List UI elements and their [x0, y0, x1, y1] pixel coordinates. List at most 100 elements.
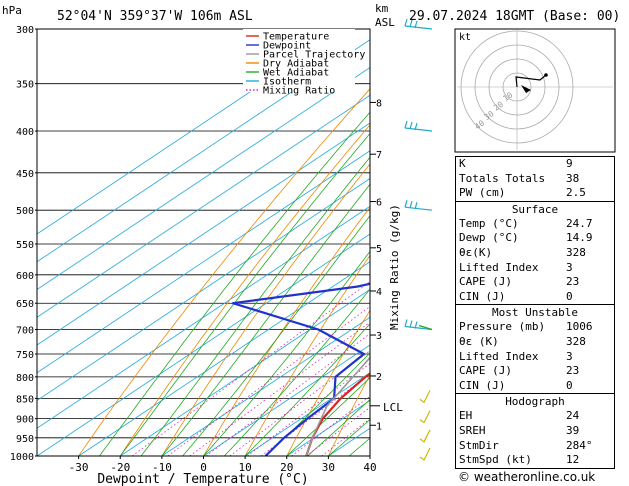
- pressure-tick-label: 850: [16, 394, 34, 405]
- surface-title: Surface: [511, 202, 559, 216]
- pressure-tick-label: 350: [16, 80, 34, 91]
- temperature-tick-label: -20: [110, 461, 130, 474]
- sounding-indices-panel: K 9 Totals Totals 38 PW (cm) 2.5 Surface Temp…: [455, 156, 615, 469]
- index-value: 38: [566, 171, 580, 185]
- isotherm-line: [78, 261, 370, 456]
- temperature-tick-label: -10: [152, 461, 172, 474]
- wind-barb: [404, 25, 433, 30]
- isotherm-line: [37, 94, 370, 318]
- hodograph-stat-value: 12: [566, 453, 580, 467]
- series-parcel-trajectory: [305, 356, 370, 456]
- surface-box: Surface Temp (°C) 24.7 Dewp (°C) 14.9 θε(K) 3…: [455, 201, 615, 306]
- dry-adiabat-line: [328, 374, 370, 456]
- mixing-ratio-label: 3: [441, 264, 446, 273]
- most-unstable-row: Lifted Index 3: [456, 350, 614, 365]
- isotherm-line: [37, 29, 345, 235]
- mixing-ratio-label: 2: [420, 264, 425, 273]
- pressure-tick-label: 600: [16, 271, 34, 282]
- most-unstable-value: 328: [566, 334, 586, 348]
- dry-adiabat-line: [203, 206, 370, 456]
- pressure-tick-label: 750: [16, 350, 34, 361]
- isotherm-line: [37, 233, 370, 456]
- mixing-ratio-line-8: [247, 362, 370, 456]
- mixing-ratio-line-16: [291, 395, 370, 456]
- temperature-tick-label: 20: [280, 461, 293, 474]
- most-unstable-value: 23: [566, 364, 580, 378]
- mixing-ratio-axis-label: Mixing Ratio (g/kg): [388, 204, 401, 330]
- mixing-ratio-line-1: [131, 281, 370, 456]
- most-unstable-label: CIN (J): [459, 378, 506, 392]
- pressure-tick-label: 300: [16, 25, 34, 36]
- surface-label: CAPE (J): [459, 275, 512, 289]
- wet-adiabat-line: [307, 399, 370, 456]
- index-label: PW (cm): [459, 186, 506, 200]
- most-unstable-value: 0: [566, 378, 573, 392]
- pressure-tick-label: 650: [16, 299, 34, 310]
- skewt-axes: 3003504004505005506006507007508008509009…: [10, 25, 382, 474]
- hodograph-stat-label: StmSpd (kt): [459, 453, 532, 467]
- temperature-tick-label: 40: [363, 461, 376, 474]
- legend-item-mixing-ratio: Mixing Ratio: [263, 86, 335, 97]
- wet-adiabat-line: [182, 214, 370, 456]
- wind-barb: [419, 410, 431, 424]
- isotherm-line: [203, 344, 370, 456]
- most-unstable-label: Lifted Index: [459, 349, 539, 363]
- wind-barb-flag: [404, 319, 418, 329]
- surface-value: 0: [566, 289, 573, 303]
- hodograph-stats-box: Hodograph EH 24 SREH 39 StmDir 284° StmSpd (kt…: [455, 394, 615, 469]
- index-row: PW (cm) 2.5: [456, 186, 614, 201]
- legend-item-dewpoint: Dewpoint: [263, 41, 311, 52]
- hodograph-stat-value: 24: [566, 409, 580, 423]
- surface-row: Temp (°C) 24.7: [456, 217, 614, 232]
- temperature-tick-label: 30: [322, 461, 335, 474]
- most-unstable-title: Most Unstable: [491, 306, 579, 320]
- dry-adiabat-line: [78, 88, 370, 456]
- surface-value: 23: [566, 275, 580, 289]
- wet-adiabat-line: [161, 183, 370, 456]
- km-tick-label: 4: [376, 287, 382, 298]
- hodograph-frame: [454, 28, 616, 153]
- asl-label: ASL: [375, 16, 395, 29]
- hodograph-stat-label: SREH: [459, 423, 486, 437]
- wet-adiabat-line: [99, 111, 370, 456]
- skewt-profiles: [231, 282, 370, 456]
- mixing-ratio-line-4: [205, 333, 370, 456]
- index-value: 9: [566, 157, 573, 170]
- dry-adiabat-line: [620, 29, 629, 456]
- index-label: K: [459, 157, 466, 170]
- surface-row: Dewp (°C) 14.9: [456, 231, 614, 246]
- lcl-label: LCL: [383, 401, 403, 414]
- hodograph-stat-label: StmDir: [459, 438, 499, 452]
- series-dewpoint: [231, 282, 370, 456]
- most-unstable-row: θε (K) 328: [456, 335, 614, 350]
- km-tick-label: 3: [376, 331, 382, 342]
- surface-row: CIN (J) 0: [456, 290, 614, 305]
- hodograph-stat-row: StmSpd (kt) 12: [456, 453, 614, 468]
- most-unstable-box: Most Unstable Pressure (mb) 1006 θε (K) 328…: [455, 305, 615, 395]
- surface-label: CIN (J): [459, 289, 506, 303]
- hodograph-end-point: [544, 73, 548, 77]
- mixing-ratio-line-10: [260, 373, 370, 456]
- dry-adiabat-line: [286, 309, 370, 456]
- isotherm-line: [37, 150, 370, 374]
- dry-adiabat-line: [119, 124, 370, 456]
- hodograph-stat-label: EH: [459, 409, 473, 423]
- wind-barb: [404, 127, 433, 132]
- hodograph-stat-row: StmDir 284°: [456, 439, 614, 454]
- wind-barb: [404, 325, 433, 331]
- mixing-ratio-line-2: [167, 305, 370, 456]
- hodograph-stat-row: EH 24: [456, 409, 614, 424]
- most-unstable-label: Pressure (mb): [459, 320, 546, 334]
- wet-adiabat-line: [265, 352, 370, 456]
- dry-adiabat-line: [244, 254, 370, 456]
- copyright-text: © weatheronline.co.uk: [458, 470, 596, 484]
- indices-box: K 9 Totals Totals 38 PW (cm) 2.5: [455, 156, 615, 202]
- location-title: 52°04'N 359°37'W 106m ASL: [57, 9, 253, 24]
- surface-label: Dewp (°C): [459, 231, 519, 245]
- km-label: km: [375, 2, 389, 15]
- x-axis-label: Dewpoint / Temperature (°C): [97, 472, 308, 486]
- wind-barb-flag: [404, 120, 418, 131]
- wet-adiabat-line: [286, 377, 370, 456]
